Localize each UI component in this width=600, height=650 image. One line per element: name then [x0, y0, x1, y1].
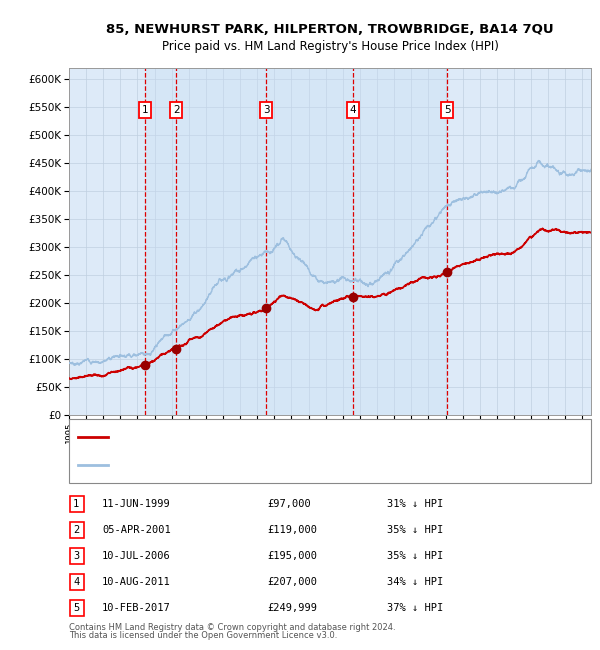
Text: 3: 3 [263, 105, 269, 115]
Text: 35% ↓ HPI: 35% ↓ HPI [387, 551, 443, 561]
Text: 05-APR-2001: 05-APR-2001 [102, 525, 171, 535]
Text: £195,000: £195,000 [267, 551, 317, 561]
Text: 4: 4 [350, 105, 356, 115]
Text: 3: 3 [73, 551, 79, 561]
Bar [145, 68, 176, 415]
Bar [353, 68, 448, 415]
Text: 37% ↓ HPI: 37% ↓ HPI [387, 603, 443, 613]
Text: Price paid vs. HM Land Registry's House Price Index (HPI): Price paid vs. HM Land Registry's House … [161, 40, 499, 53]
Text: This data is licensed under the Open Government Licence v3.0.: This data is licensed under the Open Gov… [69, 631, 337, 640]
Text: 85, NEWHURST PARK, HILPERTON, TROWBRIDGE, BA14 7QU: 85, NEWHURST PARK, HILPERTON, TROWBRIDGE… [106, 23, 554, 36]
Text: 1: 1 [142, 105, 148, 115]
Text: £97,000: £97,000 [267, 499, 311, 509]
Text: £119,000: £119,000 [267, 525, 317, 535]
Text: 5: 5 [444, 105, 451, 115]
Text: 10-AUG-2011: 10-AUG-2011 [102, 577, 171, 587]
Text: 34% ↓ HPI: 34% ↓ HPI [387, 577, 443, 587]
Text: 35% ↓ HPI: 35% ↓ HPI [387, 525, 443, 535]
Text: 2: 2 [173, 105, 179, 115]
Text: 11-JUN-1999: 11-JUN-1999 [102, 499, 171, 509]
Text: £249,999: £249,999 [267, 603, 317, 613]
Text: 1: 1 [73, 499, 79, 509]
Text: Contains HM Land Registry data © Crown copyright and database right 2024.: Contains HM Land Registry data © Crown c… [69, 623, 395, 632]
Text: 31% ↓ HPI: 31% ↓ HPI [387, 499, 443, 509]
Text: 4: 4 [73, 577, 79, 587]
Bar [176, 68, 266, 415]
Text: 85, NEWHURST PARK, HILPERTON, TROWBRIDGE, BA14 7QU (detached house): 85, NEWHURST PARK, HILPERTON, TROWBRIDGE… [113, 432, 497, 442]
Text: £207,000: £207,000 [267, 577, 317, 587]
Text: 5: 5 [73, 603, 79, 613]
Bar [266, 68, 353, 415]
Text: 10-FEB-2017: 10-FEB-2017 [102, 603, 171, 613]
Text: 10-JUL-2006: 10-JUL-2006 [102, 551, 171, 561]
Text: HPI: Average price, detached house, Wiltshire: HPI: Average price, detached house, Wilt… [113, 460, 337, 470]
Text: 2: 2 [73, 525, 79, 535]
